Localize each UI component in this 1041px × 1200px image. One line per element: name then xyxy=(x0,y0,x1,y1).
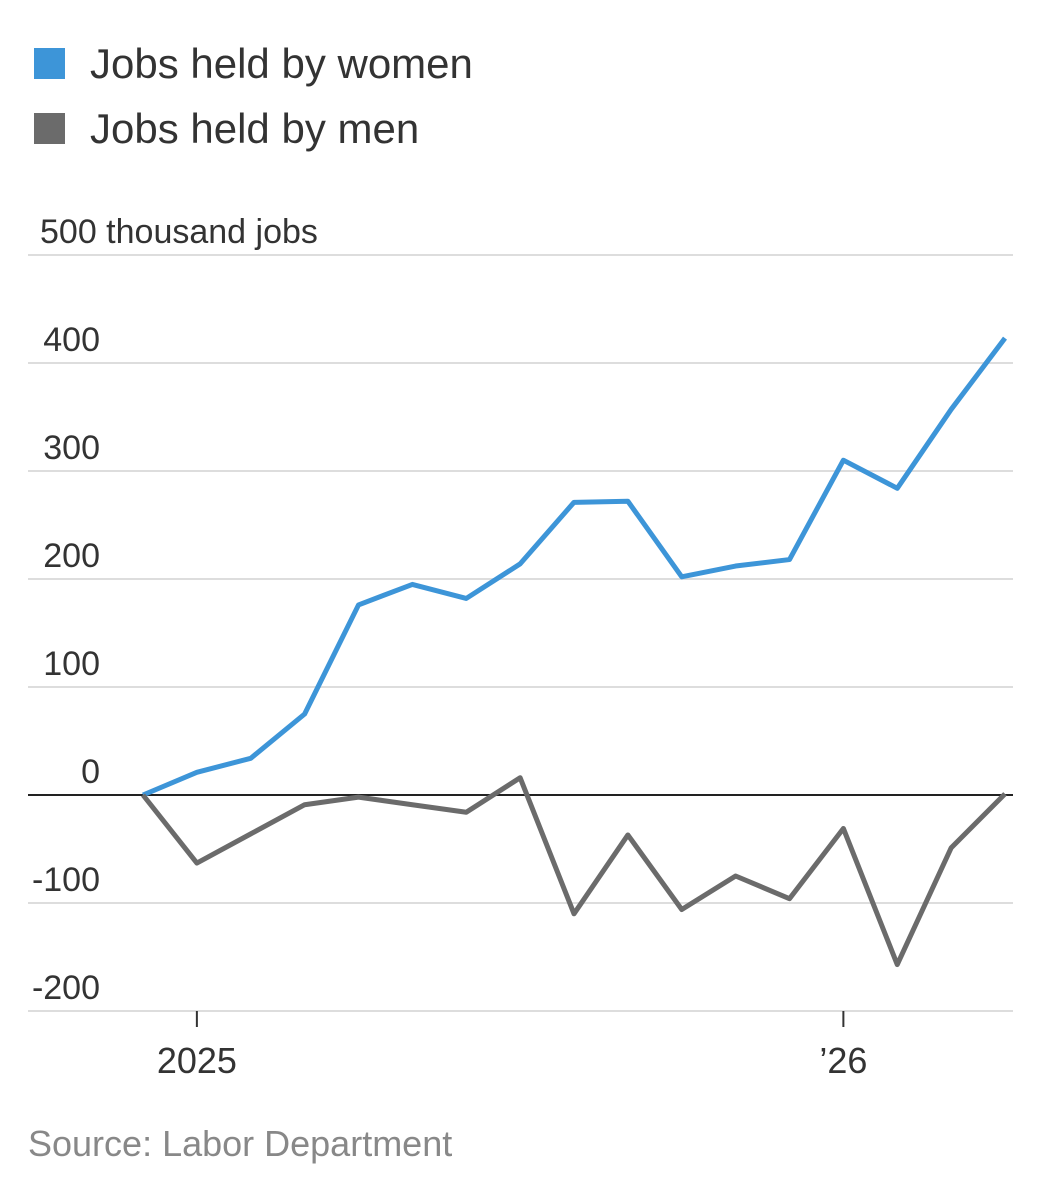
x-tick-label: 2025 xyxy=(157,1040,237,1081)
legend-label: Jobs held by men xyxy=(90,105,419,152)
legend-label: Jobs held by women xyxy=(90,40,473,87)
series-line xyxy=(142,336,1007,798)
y-tick-label: -100 xyxy=(32,861,100,899)
x-tick-label: ’26 xyxy=(819,1040,867,1081)
y-tick-label: 100 xyxy=(43,645,100,683)
y-tick-label: 0 xyxy=(81,753,100,791)
series-line xyxy=(141,775,1007,968)
legend-swatch xyxy=(34,113,65,144)
y-tick-label: 300 xyxy=(43,429,100,467)
y-tick-label: -200 xyxy=(32,969,100,1007)
source: Source: Labor Department xyxy=(28,1123,452,1164)
legend-swatch xyxy=(34,48,65,79)
y-tick-label: 500 thousand jobs xyxy=(40,213,318,251)
y-tick-label: 200 xyxy=(43,537,100,575)
y-tick-label: 400 xyxy=(43,321,100,359)
